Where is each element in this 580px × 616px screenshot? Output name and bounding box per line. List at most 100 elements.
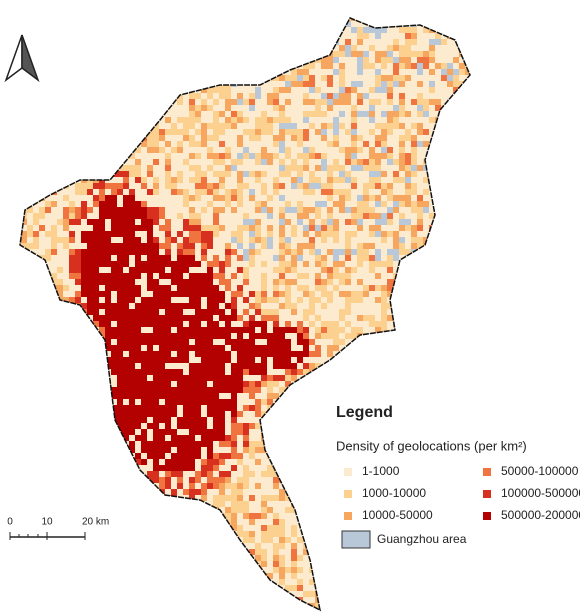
- cell: [459, 393, 465, 399]
- cell: [297, 177, 303, 183]
- cell: [231, 483, 237, 489]
- cell: [261, 345, 267, 351]
- cell: [321, 57, 327, 63]
- cell: [63, 447, 69, 453]
- cell: [153, 411, 159, 417]
- cell: [471, 375, 477, 381]
- cell: [33, 183, 39, 189]
- cell: [57, 51, 63, 57]
- cell: [345, 21, 351, 27]
- cell: [285, 477, 291, 483]
- cell: [303, 477, 309, 483]
- cell: [153, 105, 159, 111]
- cell: [105, 165, 111, 171]
- cell: [195, 489, 201, 495]
- cell: [363, 195, 369, 201]
- cell: [135, 453, 141, 459]
- cell: [207, 309, 213, 315]
- cell: [357, 369, 363, 375]
- cell: [387, 429, 393, 435]
- cell: [387, 45, 393, 51]
- cell: [183, 291, 189, 297]
- cell: [453, 483, 459, 489]
- cell: [33, 573, 39, 579]
- cell: [33, 111, 39, 117]
- cell: [111, 33, 117, 39]
- cell: [417, 405, 423, 411]
- cell: [21, 393, 27, 399]
- cell: [189, 279, 195, 285]
- cell: [471, 231, 477, 237]
- cell: [111, 267, 117, 273]
- cell: [75, 81, 81, 87]
- cell: [243, 351, 249, 357]
- cell: [225, 579, 231, 585]
- cell: [231, 45, 237, 51]
- cell: [237, 171, 243, 177]
- cell: [207, 225, 213, 231]
- cell: [129, 297, 135, 303]
- cell: [39, 285, 45, 291]
- cell: [69, 411, 75, 417]
- cell: [321, 585, 327, 591]
- cell: [213, 261, 219, 267]
- cell: [213, 297, 219, 303]
- cell: [231, 495, 237, 501]
- cell: [291, 495, 297, 501]
- cell: [147, 297, 153, 303]
- cell: [51, 39, 57, 45]
- cell: [231, 315, 237, 321]
- cell: [399, 357, 405, 363]
- cell: [237, 225, 243, 231]
- cell: [285, 33, 291, 39]
- cell: [141, 561, 147, 567]
- cell: [20, 603, 21, 609]
- cell: [273, 267, 279, 273]
- cell: [231, 429, 237, 435]
- cell: [159, 285, 165, 291]
- cell: [255, 225, 261, 231]
- cell: [453, 225, 459, 231]
- cell: [399, 195, 405, 201]
- cell: [351, 117, 357, 123]
- cell: [27, 507, 33, 513]
- cell: [375, 231, 381, 237]
- cell: [63, 387, 69, 393]
- cell: [123, 129, 129, 135]
- cell: [345, 459, 351, 465]
- legend-subtitle: Density of geolocations (per km²): [336, 438, 527, 453]
- cell: [321, 333, 327, 339]
- cell: [129, 507, 135, 513]
- cell: [363, 429, 369, 435]
- cell: [195, 507, 201, 513]
- cell: [279, 243, 285, 249]
- cell: [27, 411, 33, 417]
- cell: [189, 243, 195, 249]
- scale-label: 20 km: [82, 517, 109, 528]
- cell: [285, 81, 291, 87]
- cell: [423, 393, 429, 399]
- cell: [111, 219, 117, 225]
- cell: [303, 435, 309, 441]
- cell: [399, 111, 405, 117]
- cell: [141, 303, 147, 309]
- cell: [99, 345, 105, 351]
- cell: [117, 561, 123, 567]
- cell: [285, 99, 291, 105]
- cell: [387, 117, 393, 123]
- cell: [429, 87, 435, 93]
- cell: [429, 471, 435, 477]
- cell: [423, 357, 429, 363]
- cell: [33, 45, 39, 51]
- cell: [297, 339, 303, 345]
- cell: [393, 567, 399, 573]
- cell: [225, 249, 231, 255]
- cell: [315, 327, 321, 333]
- cell: [411, 159, 417, 165]
- cell: [267, 381, 273, 387]
- cell: [177, 291, 183, 297]
- cell: [261, 531, 267, 537]
- cell: [327, 213, 333, 219]
- cell: [51, 453, 57, 459]
- cell: [147, 597, 153, 603]
